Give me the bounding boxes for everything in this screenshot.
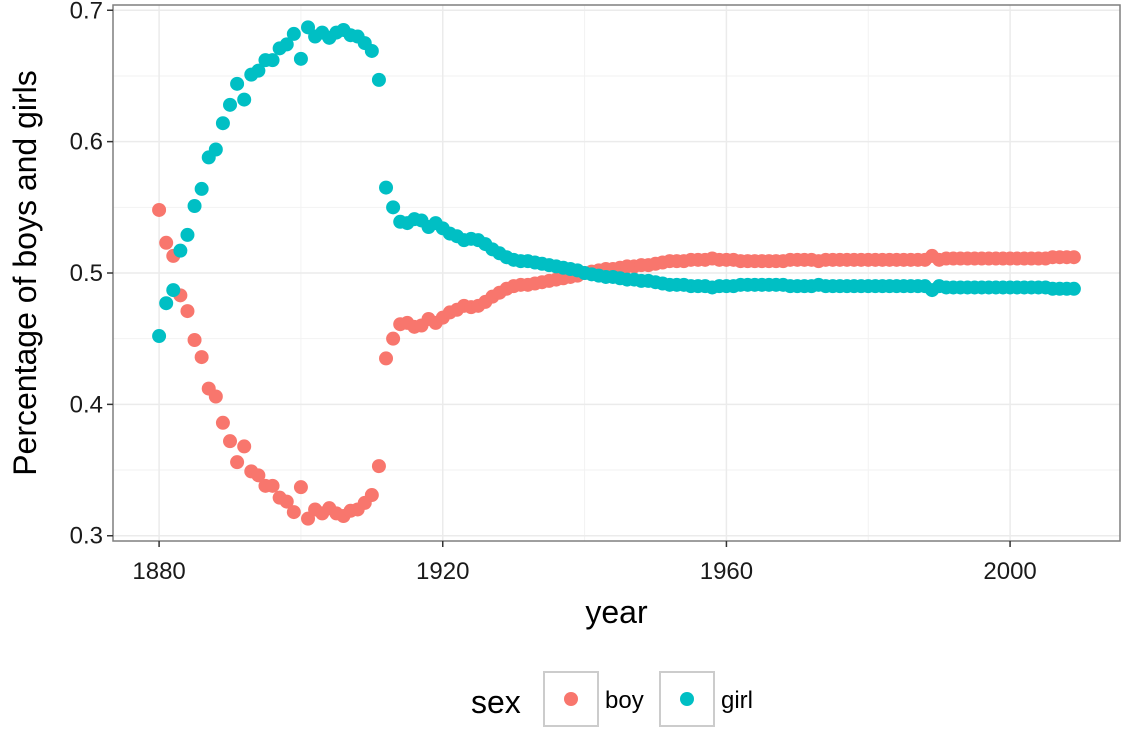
point-girl xyxy=(237,92,252,107)
y-axis: 0.3 0.4 0.5 0.6 0.7 xyxy=(70,0,113,550)
point-girl xyxy=(159,296,174,311)
point-boy xyxy=(386,331,401,346)
point-boy xyxy=(187,333,202,347)
point-girl xyxy=(279,37,294,52)
legend-title: sex xyxy=(471,684,521,720)
point-girl xyxy=(166,283,181,298)
point-girl xyxy=(215,116,230,131)
x-axis-title: year xyxy=(585,594,648,630)
point-girl xyxy=(194,181,209,196)
point-girl xyxy=(251,63,266,78)
point-girl xyxy=(286,26,301,41)
point-girl xyxy=(379,180,394,195)
y-tick-label: 0.7 xyxy=(70,0,103,24)
y-axis-title: Percentage of boys and girls xyxy=(7,70,43,476)
point-boy xyxy=(223,434,238,449)
point-girl xyxy=(180,227,195,242)
legend-label-girl: girl xyxy=(721,687,753,714)
point-girl xyxy=(265,53,280,68)
point-boy xyxy=(230,455,245,470)
point-boy xyxy=(293,480,308,495)
point-boy xyxy=(215,415,230,430)
point-boy xyxy=(371,459,386,474)
point-girl xyxy=(1066,281,1081,296)
point-girl xyxy=(230,76,245,91)
minor-gridlines xyxy=(113,5,1120,541)
legend: sex boy girl xyxy=(471,671,753,727)
legend-label-boy: boy xyxy=(605,687,644,714)
point-girl xyxy=(173,243,188,258)
point-girl xyxy=(152,329,167,344)
point-boy xyxy=(237,439,252,454)
point-boy xyxy=(208,389,223,404)
y-tick-label: 0.6 xyxy=(70,129,103,156)
point-girl xyxy=(364,43,379,58)
point-boy xyxy=(180,304,195,319)
y-tick-label: 0.5 xyxy=(70,260,103,287)
legend-marker-boy xyxy=(564,692,578,706)
point-girl xyxy=(371,72,386,87)
point-boy xyxy=(159,235,174,250)
point-boy xyxy=(194,350,209,365)
point-boy xyxy=(286,505,301,520)
point-boy xyxy=(152,202,167,217)
point-girl xyxy=(208,142,223,157)
point-boy xyxy=(251,468,266,483)
data-points xyxy=(152,20,1081,526)
x-tick-label: 1920 xyxy=(416,558,469,585)
x-tick-label: 1960 xyxy=(700,558,753,585)
point-boy xyxy=(1066,250,1081,265)
point-boy xyxy=(364,488,379,503)
x-tick-label: 2000 xyxy=(983,558,1036,585)
x-axis: 1880 1920 1960 2000 xyxy=(132,541,1037,585)
legend-marker-girl xyxy=(680,692,694,706)
y-tick-label: 0.3 xyxy=(70,523,103,550)
y-tick-label: 0.4 xyxy=(70,391,103,418)
point-boy xyxy=(265,478,280,493)
x-tick-label: 1880 xyxy=(132,558,185,585)
point-boy xyxy=(279,494,294,509)
point-girl xyxy=(386,200,401,215)
point-boy xyxy=(379,351,394,366)
point-girl xyxy=(223,97,238,112)
point-girl xyxy=(187,199,202,213)
point-girl xyxy=(293,51,308,66)
